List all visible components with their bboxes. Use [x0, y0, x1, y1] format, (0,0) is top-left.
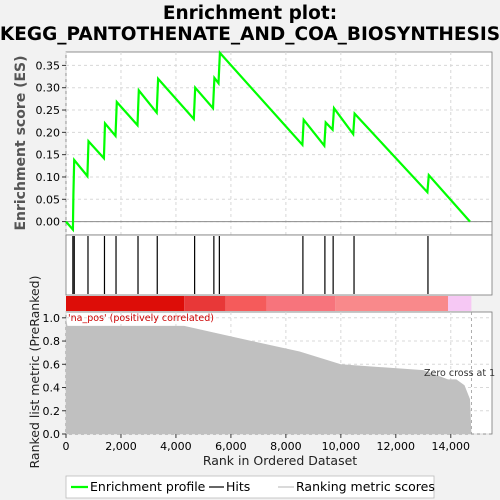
- metric-y-tick-label: 0.8: [43, 335, 61, 348]
- x-tick-label: 4,000: [160, 440, 192, 453]
- metric-y-tick-label: 0.4: [43, 382, 61, 395]
- rank-colorbar: [66, 296, 472, 311]
- es-tick-label: 0.35: [36, 59, 61, 72]
- positive-correlation-label: 'na_pos' (positively correlated): [68, 313, 214, 324]
- legend-label-enrichment: Enrichment profile: [90, 479, 206, 494]
- es-tick-label: 0.15: [36, 149, 61, 162]
- legend-box: [65, 475, 435, 499]
- es-tick-label: 0.30: [36, 82, 61, 95]
- legend: Enrichment profile Hits Ranking metric s…: [65, 475, 435, 499]
- colorbar-segment: [335, 296, 449, 311]
- hits-panel-background: [65, 234, 493, 296]
- es-tick-label: 0.20: [36, 126, 61, 139]
- x-tick-label: 2,000: [105, 440, 137, 453]
- es-tick-label: 0.10: [36, 171, 61, 184]
- es-axis-label: Enrichment score (ES): [13, 55, 29, 230]
- es-gridlines: [65, 52, 492, 235]
- metric-y-tick-label: 0.6: [43, 358, 61, 371]
- hit-markers: [72, 236, 429, 294]
- es-tick-label: 0.05: [36, 193, 61, 206]
- metric-y-tick-label: 0.0: [43, 428, 61, 441]
- x-tick-label: 12,000: [377, 440, 416, 453]
- zero-cross-label: Zero cross at 1: [424, 368, 495, 379]
- x-tick-label: 0: [63, 440, 70, 453]
- chart-title: Enrichment plot: KEGG_PANTOTHENATE_AND_C…: [0, 3, 500, 45]
- x-tick-label: 8,000: [270, 440, 302, 453]
- metric-y-tick-label: 0.2: [43, 405, 61, 418]
- es-panel-background: [65, 51, 493, 236]
- colorbar-segment: [266, 296, 336, 311]
- es-tick-label: 0.00: [36, 216, 61, 229]
- legend-label-hits: Hits: [226, 479, 250, 494]
- metric-axis-label: Ranked list metric (PreRanked): [27, 276, 42, 469]
- colorbar-segment: [225, 296, 267, 311]
- colorbar-segment: [184, 296, 226, 311]
- legend-label-ranking: Ranking metric scores: [296, 479, 435, 494]
- metric-y-ticks: 0.0 0.2 0.4 0.6 0.8 1.0: [43, 312, 66, 441]
- x-tick-label: 14,000: [432, 440, 471, 453]
- es-tick-label: 0.25: [36, 104, 61, 117]
- enrichment-profile-line: [65, 50, 471, 233]
- title-line-1: Enrichment plot:: [163, 3, 337, 24]
- colorbar-segment: [448, 296, 472, 311]
- metric-x-ticks: 0 2,000 4,000 6,000 8,000 10,000 12,000 14,000: [63, 434, 471, 453]
- metric-y-tick-label: 1.0: [43, 312, 61, 325]
- x-axis-label: Rank in Ordered Dataset: [203, 453, 357, 468]
- ranking-metric-area: [66, 317, 472, 434]
- x-tick-label: 6,000: [215, 440, 247, 453]
- colorbar-segment: [66, 296, 185, 311]
- title-line-2: KEGG_PANTOTHENATE_AND_COA_BIOSYNTHESIS: [0, 24, 500, 45]
- x-tick-label: 10,000: [322, 440, 361, 453]
- es-y-ticks: 0.00 0.05 0.10 0.15 0.20 0.25 0.30 0.35: [36, 59, 66, 229]
